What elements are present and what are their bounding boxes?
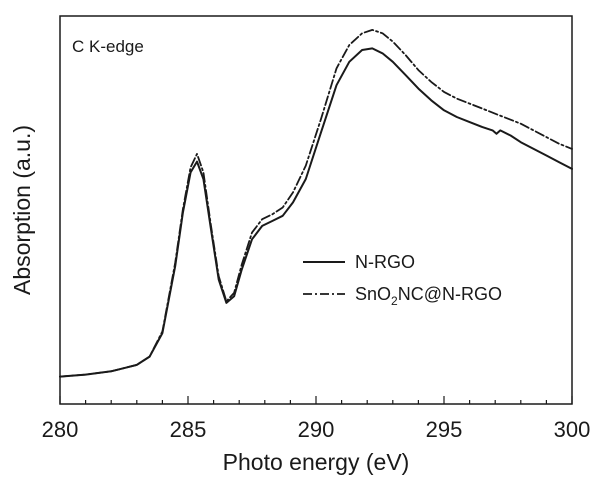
- legend-label-sno2nc: SnO2NC@N-RGO: [355, 284, 502, 308]
- x-tick-label: 285: [170, 417, 207, 442]
- x-tick-label: 290: [298, 417, 335, 442]
- series-line-sno2nc-n-rgo: [59, 28, 573, 378]
- x-tick-label: 300: [554, 417, 591, 442]
- series-layer: [59, 28, 573, 378]
- x-ticks: 280 285 290 295 300: [42, 396, 591, 442]
- edge-annotation: C K-edge: [72, 37, 144, 56]
- plot-frame: [59, 15, 573, 405]
- x-axis-label: Photo energy (eV): [223, 449, 410, 475]
- series-line-n-rgo: [59, 47, 573, 378]
- y-axis-label: Absorption (a.u.): [9, 125, 35, 295]
- x-tick-label: 295: [426, 417, 463, 442]
- legend: N-RGO SnO2NC@N-RGO: [303, 252, 502, 308]
- legend-label-sno2nc-sub: 2: [391, 294, 398, 308]
- legend-label-sno2nc-suffix: NC@N-RGO: [398, 284, 502, 304]
- x-tick-label: 280: [42, 417, 79, 442]
- legend-label-sno2nc-prefix: SnO: [355, 284, 391, 304]
- legend-label-n-rgo: N-RGO: [355, 252, 415, 272]
